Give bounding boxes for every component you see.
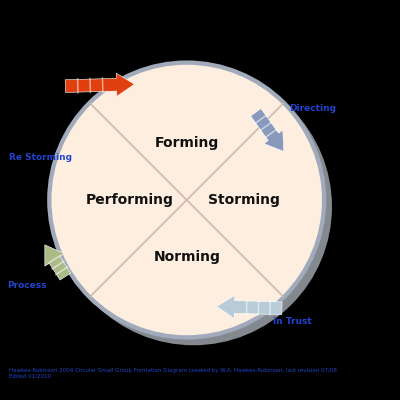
Text: Hawkes-Robinson 2004 Circular Small Group Formation Diagram created by W.A. Hawk: Hawkes-Robinson 2004 Circular Small Grou… bbox=[9, 368, 337, 378]
FancyArrow shape bbox=[251, 108, 284, 152]
Text: Directing: Directing bbox=[290, 104, 336, 113]
Text: Storming: Storming bbox=[208, 193, 280, 207]
FancyArrow shape bbox=[216, 295, 282, 318]
Circle shape bbox=[48, 62, 325, 338]
Text: Norming: Norming bbox=[153, 250, 220, 264]
Text: Forming: Forming bbox=[154, 136, 219, 150]
Circle shape bbox=[50, 64, 323, 336]
Circle shape bbox=[55, 68, 332, 345]
Text: Performing: Performing bbox=[86, 193, 174, 207]
Text: in Trust: in Trust bbox=[273, 317, 311, 326]
FancyArrow shape bbox=[45, 245, 71, 280]
Text: Process: Process bbox=[8, 281, 47, 290]
FancyArrow shape bbox=[65, 73, 134, 96]
Text: Re Storming: Re Storming bbox=[9, 152, 72, 162]
